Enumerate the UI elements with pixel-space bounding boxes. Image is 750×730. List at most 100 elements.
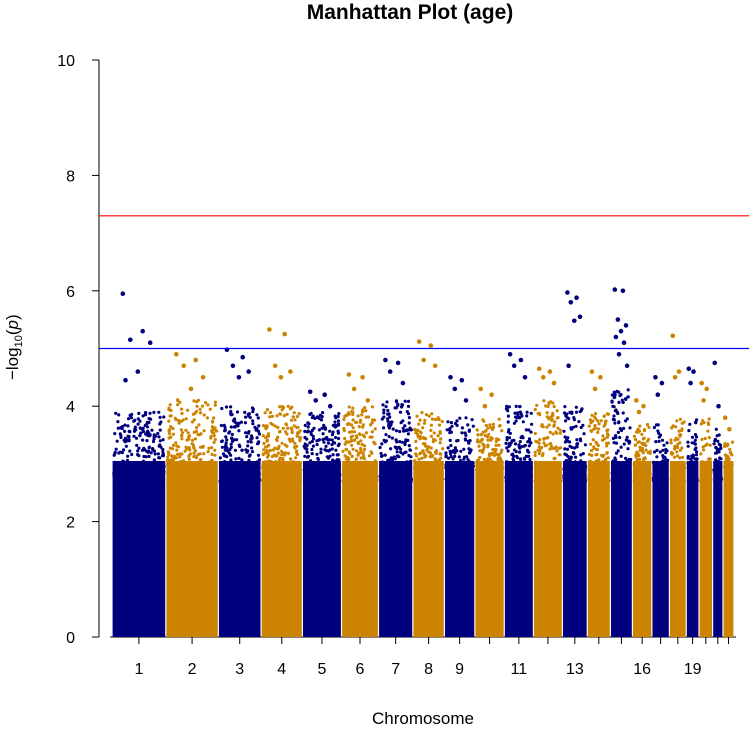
snp-point xyxy=(458,465,462,469)
snp-point xyxy=(362,479,366,483)
snp-point xyxy=(674,425,678,429)
snp-point xyxy=(597,458,601,462)
snp-point xyxy=(288,478,292,482)
snp-point xyxy=(522,470,527,474)
snp-point xyxy=(255,436,259,440)
snp-point xyxy=(405,460,409,464)
snp-point xyxy=(462,479,466,483)
snp-point xyxy=(196,433,200,437)
snp-point xyxy=(437,423,442,427)
snp-point xyxy=(514,404,518,408)
snp-point xyxy=(115,439,119,443)
snp-point xyxy=(486,443,490,447)
snp-point xyxy=(359,461,363,465)
snp-point xyxy=(351,418,355,422)
snp-point xyxy=(545,415,549,419)
snp-point xyxy=(275,479,279,483)
snp-point xyxy=(715,447,719,451)
snp-point xyxy=(605,467,610,471)
snp-point xyxy=(240,448,244,452)
snp-point xyxy=(550,417,554,421)
snp-point xyxy=(281,451,285,455)
snp-point xyxy=(593,423,597,428)
y-tick-label: 0 xyxy=(66,630,75,647)
snp-point xyxy=(126,424,130,428)
snp-point xyxy=(136,422,140,426)
snp-point xyxy=(273,476,277,480)
snp-point xyxy=(673,444,677,448)
snp-point xyxy=(463,431,467,435)
snp-point xyxy=(345,413,349,417)
snp-point xyxy=(526,449,530,453)
peak-snp-point xyxy=(551,380,557,386)
snp-point xyxy=(663,455,667,459)
snp-point xyxy=(557,469,561,473)
snp-point xyxy=(529,411,533,415)
chromosome-18-points xyxy=(669,333,687,637)
snp-point xyxy=(271,462,275,466)
snp-point xyxy=(333,462,337,467)
snp-point xyxy=(370,405,374,409)
snp-point xyxy=(193,437,197,441)
snp-point xyxy=(537,445,541,449)
snp-point xyxy=(373,427,377,431)
snp-point xyxy=(596,427,601,431)
chromosome-20-points xyxy=(699,380,713,637)
snp-point xyxy=(677,471,681,476)
snp-point xyxy=(518,440,522,444)
snp-point xyxy=(277,458,281,462)
snp-point xyxy=(716,459,720,463)
snp-point xyxy=(482,443,486,448)
snp-point xyxy=(322,440,326,444)
snp-point xyxy=(148,411,152,415)
snp-point xyxy=(312,426,316,430)
snp-point xyxy=(230,437,234,441)
snp-point xyxy=(466,423,470,427)
snp-point xyxy=(176,398,180,402)
snp-point xyxy=(158,428,162,432)
snp-point xyxy=(317,416,321,421)
snp-point xyxy=(614,435,618,440)
snp-point xyxy=(315,468,319,472)
snp-point xyxy=(213,400,217,404)
snp-point xyxy=(125,479,130,483)
peak-snp-point xyxy=(246,369,251,374)
snp-point xyxy=(350,430,354,434)
snp-point xyxy=(407,416,411,420)
snp-point xyxy=(380,461,385,465)
snp-point xyxy=(570,445,574,450)
snp-point xyxy=(266,453,271,457)
snp-point xyxy=(452,479,457,483)
snp-point xyxy=(580,479,584,483)
snp-point xyxy=(347,405,351,409)
snp-point xyxy=(572,418,577,422)
snp-point xyxy=(247,414,251,418)
snp-point xyxy=(257,424,261,428)
snp-point xyxy=(552,423,556,427)
snp-point xyxy=(728,451,733,455)
snp-point xyxy=(591,461,595,465)
snp-point xyxy=(623,475,627,480)
snp-point xyxy=(558,428,563,432)
snp-point xyxy=(174,479,179,483)
snp-point xyxy=(370,421,374,425)
snp-point xyxy=(611,417,616,421)
snp-point xyxy=(188,434,192,438)
peak-snp-point xyxy=(574,295,579,301)
snp-point xyxy=(543,461,547,465)
snp-point xyxy=(247,454,251,458)
snp-point xyxy=(192,445,196,449)
snp-point xyxy=(686,440,690,444)
snp-point xyxy=(450,424,454,428)
snp-point xyxy=(178,400,182,404)
snp-point xyxy=(344,475,349,479)
snp-point xyxy=(207,446,211,450)
snp-point xyxy=(672,465,676,469)
peak-snp-point xyxy=(230,363,236,369)
snp-point xyxy=(304,471,308,475)
snp-point xyxy=(645,439,650,443)
snp-point xyxy=(632,434,637,438)
snp-point xyxy=(289,426,293,430)
snp-point xyxy=(444,451,448,455)
peak-snp-point xyxy=(416,339,422,344)
